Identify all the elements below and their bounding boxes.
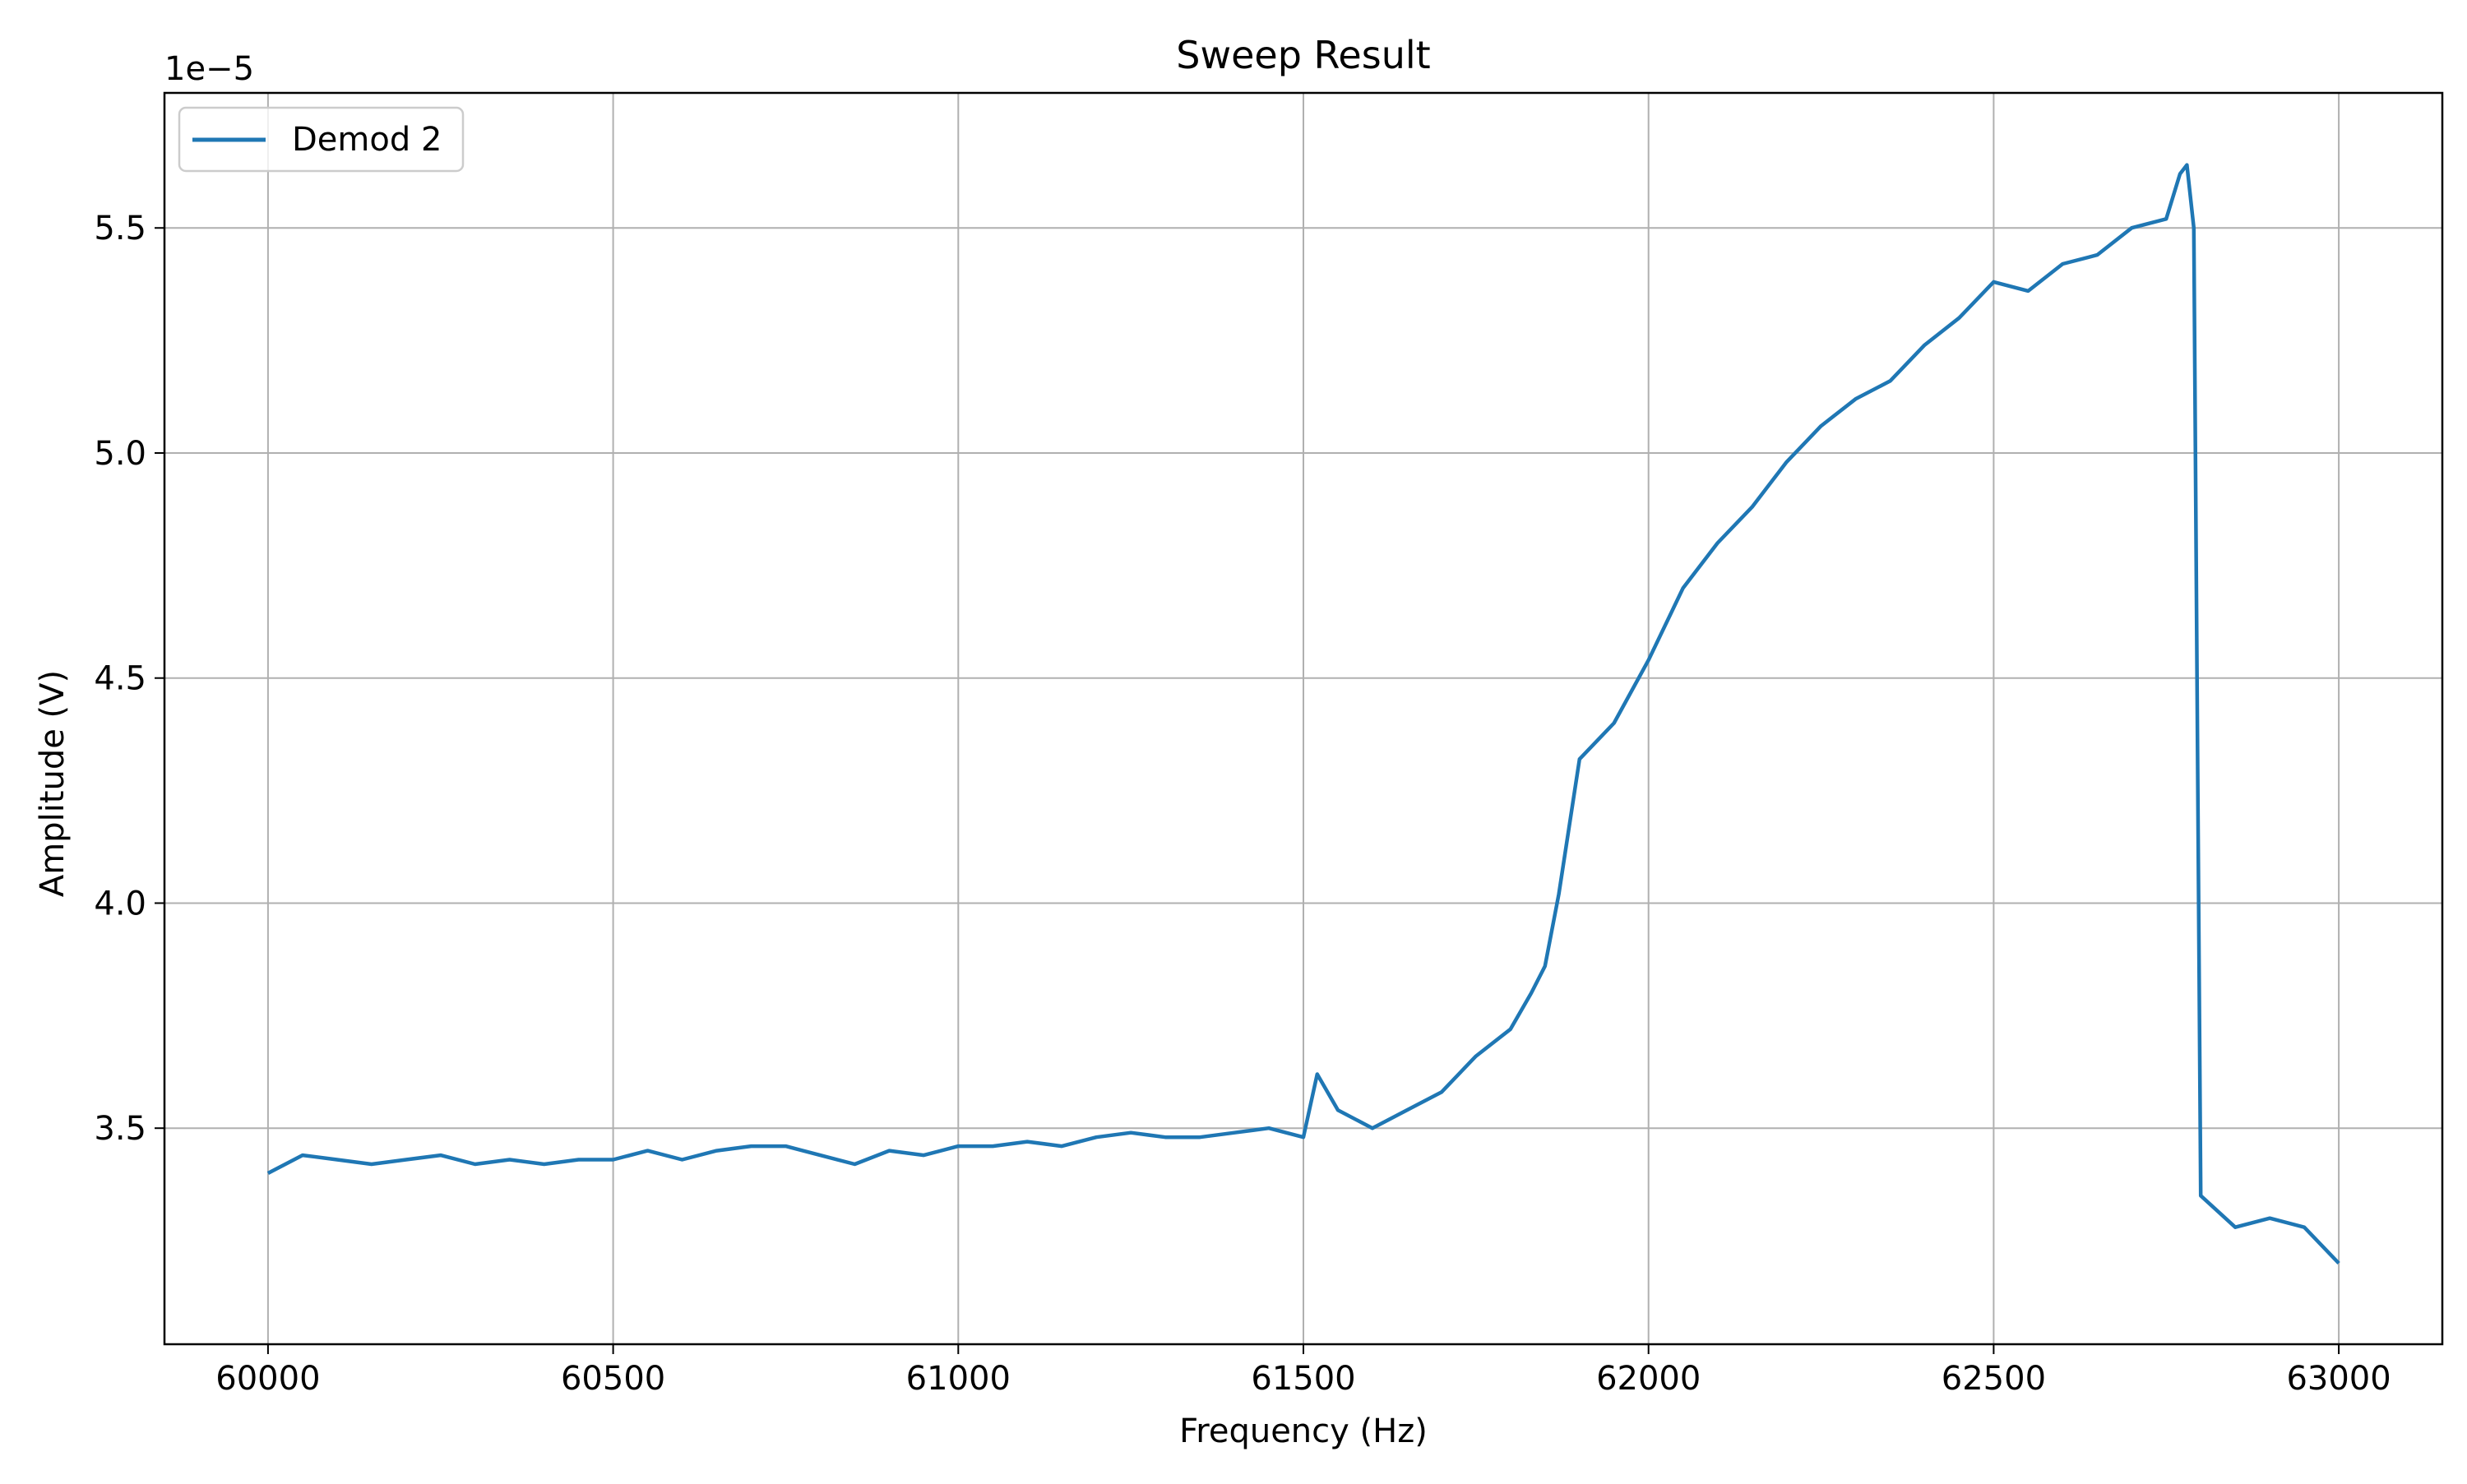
- series-layer: [266, 163, 2340, 1265]
- y-tick-label: 5.5: [94, 210, 146, 247]
- y-tick-label: 4.5: [94, 660, 146, 698]
- x-tick-label: 62000: [1596, 1360, 1701, 1398]
- y-tick-label: 4.0: [94, 885, 146, 922]
- legend: Demod 2: [178, 106, 465, 173]
- legend-box: [178, 106, 465, 173]
- x-tick-label: 61000: [906, 1360, 1011, 1398]
- grid: [164, 93, 2442, 1344]
- x-tick-label: 62500: [1942, 1360, 2046, 1398]
- x-tick-label: 61500: [1251, 1360, 1355, 1398]
- y-tick-label: 3.5: [94, 1110, 146, 1148]
- y-tick-label: 5.0: [94, 435, 146, 473]
- x-tick-label: 60000: [215, 1360, 320, 1398]
- series-line-0: [266, 163, 2340, 1265]
- ticks: 60000 60500 61000 61500 62000 62500 63000 3.5 4.…: [94, 210, 2391, 1398]
- y-axis-label: Amplitude (V): [34, 670, 72, 897]
- x-tick-label: 63000: [2286, 1360, 2391, 1398]
- x-tick-label: 60500: [561, 1360, 665, 1398]
- x-axis-label: Frequency (Hz): [1179, 1412, 1428, 1450]
- chart-title: Sweep Result: [1176, 33, 1430, 77]
- legend-label: Demod 2: [292, 121, 442, 159]
- y-offset-label: 1e−5: [164, 50, 254, 88]
